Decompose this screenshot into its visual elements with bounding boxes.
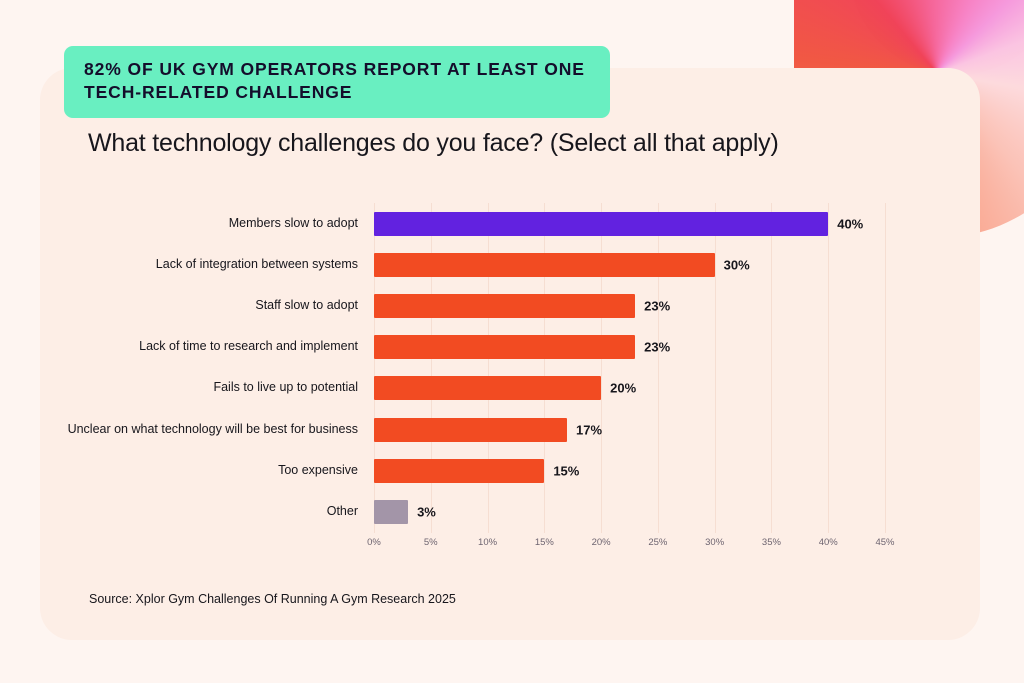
bar-value-label: 30% <box>723 257 750 273</box>
x-axis-tick-label: 40% <box>818 537 838 548</box>
x-axis-tick-label: 15% <box>534 537 554 548</box>
gridline <box>487 203 489 533</box>
bar-category-label: Fails to live up to potential <box>213 380 358 395</box>
chart-plot-area <box>374 203 886 533</box>
bar[interactable] <box>374 335 636 360</box>
chart-bar-row[interactable]: Members slow to adopt 40% <box>0 203 1024 244</box>
chart-bar-row[interactable]: Unclear on what technology will be best … <box>0 409 1024 450</box>
chart-question-title: What technology challenges do you face? … <box>88 129 779 157</box>
chart-bar-row[interactable]: Staff slow to adopt 23% <box>0 285 1024 326</box>
headline-banner-text: 82% OF UK GYM OPERATORS REPORT AT LEAST … <box>84 59 585 103</box>
gridline <box>601 203 603 533</box>
bar[interactable] <box>374 376 602 401</box>
gridline <box>885 203 886 533</box>
source-note: Source: Xplor Gym Challenges Of Running … <box>89 592 456 606</box>
gridline <box>657 203 659 533</box>
gridline <box>714 203 716 533</box>
x-axis-tick-label: 30% <box>705 537 725 548</box>
bar-category-label: Lack of time to research and implement <box>139 339 358 354</box>
gridline <box>374 203 375 533</box>
x-axis-tick-label: 25% <box>648 537 668 548</box>
bar[interactable] <box>374 211 829 236</box>
bar-value-label: 23% <box>644 298 671 314</box>
bar-category-label: Other <box>326 504 358 519</box>
chart-bar-row[interactable]: Fails to live up to potential 20% <box>0 368 1024 409</box>
bar[interactable] <box>374 458 545 483</box>
bar[interactable] <box>374 252 715 277</box>
bar[interactable] <box>374 499 409 524</box>
bar-category-label: Lack of integration between systems <box>155 256 358 271</box>
gridline <box>430 203 432 533</box>
bar[interactable] <box>374 293 636 318</box>
x-axis-tick-label: 10% <box>478 537 498 548</box>
x-axis-tick-label: 20% <box>591 537 611 548</box>
bar-category-label: Staff slow to adopt <box>255 298 358 313</box>
x-axis-tick-label: 0% <box>367 537 381 548</box>
bar[interactable] <box>374 417 568 442</box>
bar-value-label: 23% <box>644 339 671 355</box>
x-axis-tick-label: 45% <box>875 537 895 548</box>
chart-bar-row[interactable]: Too expensive 15% <box>0 450 1024 491</box>
chart-bar-row[interactable]: Lack of integration between systems 30% <box>0 244 1024 285</box>
bar-value-label: 3% <box>417 504 436 520</box>
headline-banner: 82% OF UK GYM OPERATORS REPORT AT LEAST … <box>64 46 610 118</box>
chart-x-axis: 0% 5% 10% 15% 20% 25% 30% 35% 40% 45% <box>0 537 1024 557</box>
chart-bar-row[interactable]: Other 3% <box>0 491 1024 532</box>
chart-bar-row[interactable]: Lack of time to research and implement 23… <box>0 327 1024 368</box>
chart-bar-rows: Members slow to adopt 40% Lack of integrat… <box>0 203 1024 533</box>
bar-value-label: 17% <box>576 422 603 438</box>
gridline <box>828 203 830 533</box>
gridline <box>544 203 546 533</box>
bar-value-label: 15% <box>553 463 580 479</box>
x-axis-tick-label: 35% <box>761 537 781 548</box>
x-axis-tick-label: 5% <box>423 537 438 548</box>
bar-value-label: 20% <box>610 380 637 396</box>
bar-category-label: Members slow to adopt <box>228 215 358 230</box>
bar-category-label: Unclear on what technology will be best … <box>67 421 358 436</box>
bar-value-label: 40% <box>837 216 864 232</box>
bar-category-label: Too expensive <box>278 462 358 477</box>
gridline <box>771 203 773 533</box>
